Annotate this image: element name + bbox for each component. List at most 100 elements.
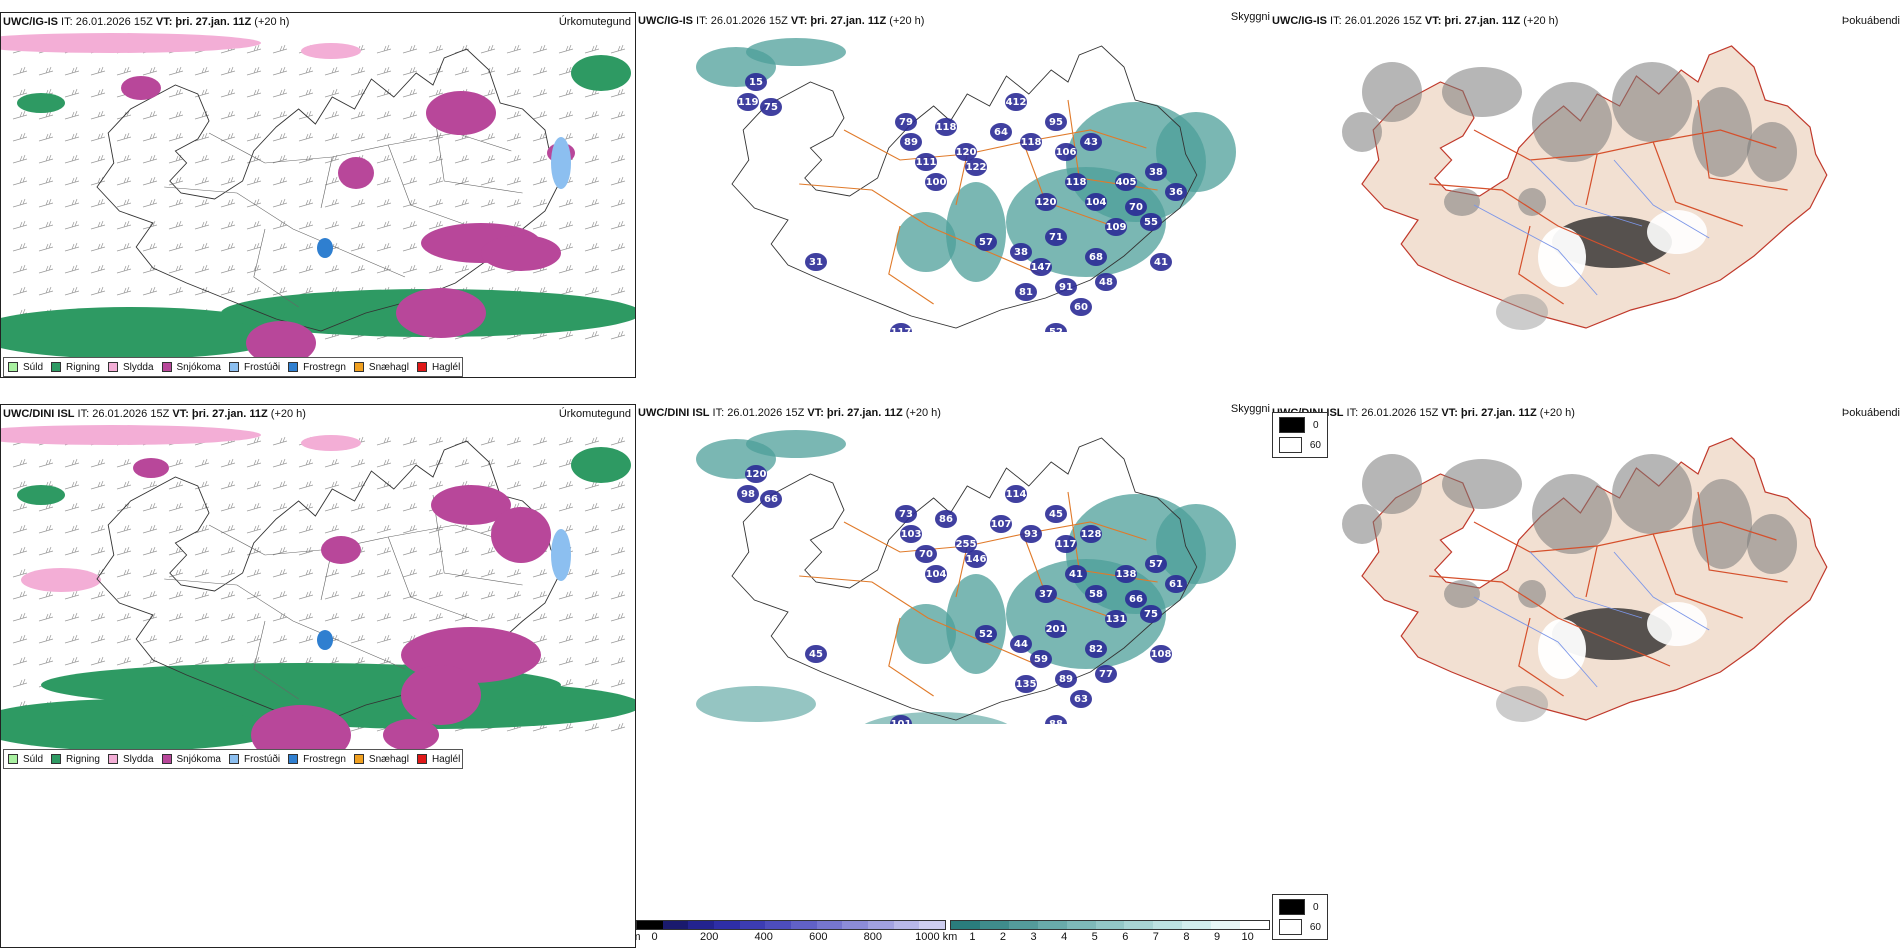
valid-time: VT: þri. 27.jan. 11Z bbox=[155, 16, 252, 28]
wind-barb bbox=[558, 110, 574, 120]
ceiling-value-label: 52 bbox=[979, 629, 993, 640]
wind-barb bbox=[64, 176, 80, 186]
ceiling-value-label: 118 bbox=[1021, 137, 1042, 148]
colorbar-cell bbox=[1095, 921, 1125, 929]
wind-barb bbox=[90, 66, 106, 76]
wind-barb bbox=[272, 612, 288, 622]
wind-barb bbox=[480, 66, 496, 76]
road-line bbox=[387, 144, 478, 230]
wind-barb bbox=[272, 264, 288, 274]
wind-barb bbox=[350, 590, 366, 600]
ceiling-area bbox=[900, 133, 922, 151]
wind-barb bbox=[168, 634, 184, 644]
legend-label: Súld bbox=[23, 753, 44, 765]
ceiling-value-label: 89 bbox=[904, 137, 918, 148]
wind-barb bbox=[116, 634, 132, 644]
wind-barb bbox=[194, 198, 210, 208]
legend-label: Haglél bbox=[431, 361, 461, 373]
wind-barb bbox=[90, 220, 106, 230]
wind-barb bbox=[38, 546, 54, 556]
wind-barb bbox=[532, 66, 548, 76]
wind-barb bbox=[428, 176, 444, 186]
wind-barb bbox=[272, 198, 288, 208]
ceiling-area bbox=[895, 505, 917, 523]
wind-barb bbox=[272, 110, 288, 120]
wind-barb bbox=[610, 286, 626, 296]
road-line bbox=[208, 524, 512, 556]
legend-label: Súld bbox=[23, 361, 44, 373]
ceiling-value-label: 59 bbox=[1034, 654, 1048, 665]
rain-area bbox=[17, 485, 65, 505]
wind-barb bbox=[298, 242, 314, 252]
visibility-panel-bottom: UWC/DINI ISL IT: 26.01.2026 15Z VT: þri.… bbox=[636, 404, 1272, 950]
wind-barb bbox=[64, 612, 80, 622]
ceiling-value-label: 122 bbox=[966, 162, 987, 173]
colorbar-tick-label: 7 bbox=[1152, 931, 1159, 943]
wind-barb bbox=[298, 634, 314, 644]
precip-map bbox=[1, 425, 635, 765]
ceiling-area bbox=[737, 485, 759, 503]
legend-item: Rigning bbox=[51, 362, 100, 373]
wind-barb bbox=[142, 176, 158, 186]
fog-legend-swatch bbox=[1279, 417, 1305, 433]
wind-barb bbox=[12, 242, 28, 252]
ceiling-area bbox=[1165, 183, 1187, 201]
road-line bbox=[1429, 575, 1671, 667]
wind-barb bbox=[246, 612, 262, 622]
colorbar-unit: km bbox=[942, 931, 958, 943]
ceiling-value-label: 135 bbox=[1016, 679, 1037, 690]
ceiling-area bbox=[990, 515, 1012, 533]
wind-barb bbox=[480, 546, 496, 556]
wind-barb bbox=[246, 44, 262, 54]
ceiling-value-label: 103 bbox=[901, 529, 922, 540]
legend-swatch bbox=[353, 754, 364, 764]
wind-barb bbox=[142, 546, 158, 556]
wind-barb bbox=[558, 242, 574, 252]
wind-barb bbox=[64, 198, 80, 208]
ceiling-value-label: 48 bbox=[1099, 277, 1113, 288]
ceiling-area bbox=[1105, 218, 1127, 236]
wind-barb bbox=[454, 198, 470, 208]
wind-barb bbox=[584, 44, 600, 54]
legend-label: Snæhagl bbox=[368, 753, 409, 765]
terrain-shading bbox=[1342, 504, 1382, 544]
ceiling-area bbox=[745, 73, 767, 91]
wind-barb bbox=[402, 612, 418, 622]
colorbar-cell bbox=[868, 921, 894, 929]
ceiling-area bbox=[760, 490, 782, 508]
wind-barb bbox=[506, 590, 522, 600]
wind-barb bbox=[12, 88, 28, 98]
wind-barb bbox=[246, 634, 262, 644]
wind-barb bbox=[402, 436, 418, 446]
wind-barb bbox=[64, 502, 80, 512]
ceiling-value-label: 81 bbox=[1019, 287, 1033, 298]
wind-barb bbox=[38, 132, 54, 142]
wind-barb bbox=[402, 176, 418, 186]
legend-item: Snæhagl bbox=[353, 753, 409, 765]
wind-barb bbox=[584, 436, 600, 446]
iceland-coastline bbox=[96, 48, 563, 332]
wind-barb bbox=[116, 286, 132, 296]
snow-area bbox=[431, 485, 511, 525]
wind-barb bbox=[324, 480, 340, 490]
colorbar-tick-label: 6 bbox=[1122, 931, 1129, 943]
wind-barb bbox=[454, 66, 470, 76]
wind-barb bbox=[64, 286, 80, 296]
wind-barb bbox=[64, 110, 80, 120]
wind-barb bbox=[454, 546, 470, 556]
panel-header: UWC/IG-IS IT: 26.01.2026 15Z VT: þri. 27… bbox=[1272, 15, 1558, 28]
wind-barb bbox=[194, 480, 210, 490]
ceiling-area bbox=[1095, 665, 1117, 683]
wind-barb bbox=[12, 110, 28, 120]
wind-barb bbox=[584, 242, 600, 252]
visibility-map: 120 98 66 73 103 70 104 86 255 146 107 114 93 45 117 12… bbox=[696, 430, 1236, 724]
wind-barb bbox=[90, 524, 106, 534]
wind-barb bbox=[376, 242, 392, 252]
visibility-panel-top: UWC/IG-IS IT: 26.01.2026 15Z VT: þri. 27… bbox=[636, 12, 1272, 378]
wind-barb bbox=[610, 264, 626, 274]
fog-legend-label: 0 bbox=[1313, 419, 1319, 431]
wind-barb bbox=[194, 66, 210, 76]
road-line bbox=[164, 186, 406, 278]
wind-barb bbox=[142, 110, 158, 120]
wind-barb bbox=[610, 524, 626, 534]
